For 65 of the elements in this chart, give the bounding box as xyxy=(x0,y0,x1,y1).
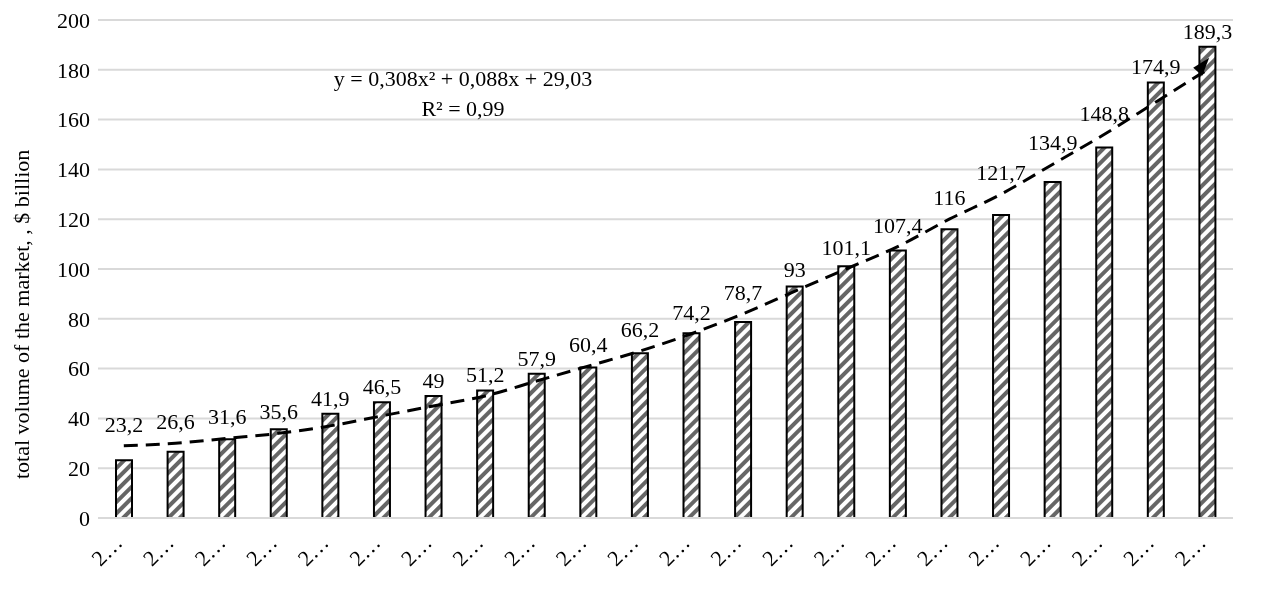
data-label: 78,7 xyxy=(723,279,763,305)
x-tick-label: 2… xyxy=(241,529,283,571)
data-label: 101,1 xyxy=(821,235,872,260)
y-tick-label: 80 xyxy=(68,306,90,332)
x-tick-label: 2… xyxy=(189,529,231,571)
bar xyxy=(940,228,959,518)
x-tick-label: 2… xyxy=(757,529,799,571)
x-tick-label: 2… xyxy=(705,529,747,571)
data-label: 66,2 xyxy=(620,317,660,343)
y-tick-label: 60 xyxy=(68,356,90,382)
bar xyxy=(115,459,133,518)
bar xyxy=(166,450,185,518)
x-tick-label: 2… xyxy=(499,529,541,571)
data-label: 174,9 xyxy=(1131,54,1181,80)
y-tick-label: 160 xyxy=(57,107,90,133)
data-label: 134,9 xyxy=(1027,130,1078,156)
x-tick-label: 2… xyxy=(653,529,695,571)
annotation: y = 0,308x² + 0,088x + 29,03 xyxy=(333,66,593,91)
bar xyxy=(1095,146,1114,518)
data-label: 31,6 xyxy=(207,404,247,430)
x-tick-label: 2… xyxy=(1118,529,1160,571)
data-label: 46,5 xyxy=(362,374,402,400)
data-label: 57,9 xyxy=(517,345,556,371)
data-label: 35,6 xyxy=(259,399,299,425)
data-label: 60,4 xyxy=(569,332,608,358)
y-tick-label: 100 xyxy=(57,256,90,282)
x-tick-label: 2… xyxy=(860,529,902,571)
bar xyxy=(734,321,753,518)
bar xyxy=(992,213,1011,518)
y-tick-label: 20 xyxy=(68,456,90,482)
x-tick-label: 2… xyxy=(395,529,437,571)
x-tick-label: 2… xyxy=(137,529,179,571)
data-label: 107,4 xyxy=(873,212,923,238)
data-label: 74,2 xyxy=(672,299,711,325)
data-label: 93 xyxy=(783,257,806,283)
y-tick-label: 120 xyxy=(57,207,90,233)
x-tick-label: 2… xyxy=(86,529,128,571)
data-label: 116 xyxy=(933,185,966,211)
x-tick-label: 2… xyxy=(1014,529,1056,571)
y-tick-label: 0 xyxy=(79,505,90,531)
bar xyxy=(1043,181,1062,518)
x-tick-label: 2… xyxy=(292,529,334,571)
x-tick-label: 2… xyxy=(602,529,644,571)
data-label: 189,3 xyxy=(1182,18,1233,44)
data-label: 41,9 xyxy=(311,385,350,411)
x-tick-label: 2… xyxy=(447,529,489,571)
y-tick-label: 140 xyxy=(57,157,90,183)
x-tick-label: 2… xyxy=(344,529,386,571)
data-label: 26,6 xyxy=(156,409,195,435)
x-tick-label: 2… xyxy=(1066,529,1108,571)
data-label: 23,2 xyxy=(104,411,144,437)
x-tick-label: 2… xyxy=(550,529,592,571)
y-axis-title: total volume of the market, , $ billion xyxy=(8,149,34,479)
y-tick-label: 40 xyxy=(68,406,90,432)
data-label: 49 xyxy=(422,367,445,393)
x-tick-label: 2… xyxy=(808,529,850,571)
annotation: R² = 0,99 xyxy=(421,96,505,121)
y-tick-label: 200 xyxy=(57,7,90,33)
y-tick-label: 180 xyxy=(57,57,90,83)
x-tick-label: 2… xyxy=(963,529,1005,571)
data-label: 121,7 xyxy=(976,160,1026,186)
x-tick-label: 2… xyxy=(1169,529,1211,571)
data-label: 51,2 xyxy=(465,361,505,387)
data-label: 148,8 xyxy=(1079,100,1129,126)
x-tick-label: 2… xyxy=(911,529,953,571)
